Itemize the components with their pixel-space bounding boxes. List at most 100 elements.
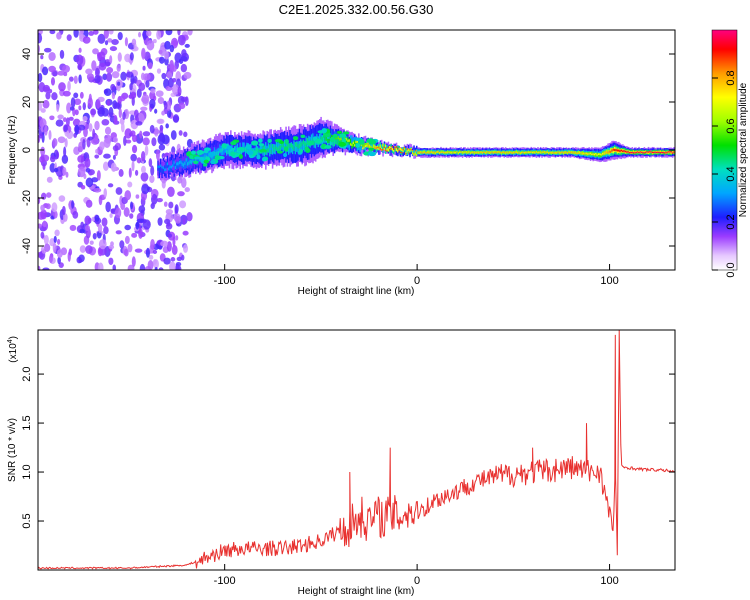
noise-blob xyxy=(96,52,102,58)
signal-cell xyxy=(160,164,162,167)
signal-cell xyxy=(375,146,378,154)
signal-cell xyxy=(596,154,599,156)
noise-blob xyxy=(116,64,121,72)
signal-cell xyxy=(468,151,471,153)
signal-cell xyxy=(560,151,562,153)
noise-blob xyxy=(138,205,146,214)
noise-blob xyxy=(170,130,177,140)
noise-blob xyxy=(140,172,149,182)
colorbar-tick-label: 0.8 xyxy=(725,70,737,85)
signal-cell xyxy=(471,152,473,154)
signal-cell xyxy=(593,153,596,156)
spectrogram-x-axis-title: Height of straight line (km) xyxy=(298,286,415,297)
signal-cell xyxy=(180,160,182,164)
signal-cell xyxy=(449,152,452,154)
signal-cell xyxy=(506,150,508,154)
noise-blob xyxy=(101,119,110,126)
signal-cell xyxy=(166,162,169,174)
signal-cell xyxy=(543,151,546,153)
noise-blob xyxy=(117,81,121,86)
signal-cell xyxy=(323,133,325,138)
signal-cell xyxy=(184,153,186,168)
signal-cell xyxy=(537,152,539,154)
noise-blob xyxy=(82,138,86,150)
noise-blob xyxy=(145,247,150,258)
signal-cell xyxy=(455,152,457,154)
signal-blob xyxy=(306,140,315,146)
noise-blob xyxy=(78,47,82,53)
signal-cell xyxy=(270,149,273,155)
signal-cell xyxy=(335,136,337,145)
noise-blob xyxy=(73,92,79,99)
signal-cell xyxy=(526,151,528,153)
noise-blob xyxy=(172,78,177,83)
signal-cell xyxy=(190,160,193,164)
noise-blob xyxy=(52,138,58,147)
signal-cell xyxy=(240,149,243,154)
signal-cell xyxy=(387,148,390,152)
noise-blob xyxy=(149,175,155,184)
noise-blob xyxy=(163,201,168,207)
noise-blob xyxy=(165,30,173,36)
signal-cell xyxy=(670,151,673,153)
signal-cell xyxy=(188,161,190,165)
signal-blob xyxy=(251,140,259,146)
signal-cell xyxy=(600,153,603,156)
signal-cell xyxy=(581,151,584,155)
noise-blob xyxy=(164,218,171,225)
noise-blob xyxy=(77,124,86,131)
noise-blob xyxy=(184,43,190,48)
signal-cell xyxy=(467,150,469,154)
snr-x-tick-label: 0 xyxy=(414,575,420,587)
signal-cell xyxy=(430,151,433,153)
signal-cell xyxy=(463,150,465,154)
signal-cell xyxy=(164,168,166,172)
signal-cell xyxy=(517,152,519,154)
noise-blob xyxy=(158,144,166,151)
signal-cell xyxy=(374,147,376,149)
noise-blob xyxy=(108,106,114,118)
noise-blob xyxy=(74,124,79,136)
signal-cell xyxy=(170,165,173,173)
noise-blob xyxy=(174,204,179,214)
signal-blob xyxy=(321,127,328,134)
signal-cell xyxy=(386,148,388,152)
signal-blob xyxy=(193,160,199,165)
signal-cell xyxy=(192,158,194,163)
signal-cell xyxy=(426,150,429,154)
noise-blob xyxy=(156,30,162,40)
signal-cell xyxy=(425,152,427,154)
noise-blob xyxy=(138,228,143,239)
signal-cell xyxy=(562,151,565,155)
noise-blob xyxy=(131,232,138,238)
signal-cell xyxy=(172,164,174,168)
noise-blob xyxy=(174,216,182,224)
signal-cell xyxy=(663,150,666,154)
signal-cell xyxy=(413,153,415,155)
signal-cell xyxy=(565,151,568,153)
noise-blob xyxy=(62,167,67,176)
signal-cell xyxy=(534,150,537,154)
signal-cell xyxy=(473,151,476,155)
signal-cell xyxy=(613,148,616,152)
noise-blob xyxy=(98,195,103,206)
signal-cell xyxy=(242,142,244,152)
signal-cell xyxy=(203,151,205,161)
signal-cell xyxy=(486,150,488,154)
signal-blob xyxy=(368,151,377,157)
noise-blob xyxy=(150,88,156,94)
noise-blob xyxy=(43,234,49,245)
signal-cell xyxy=(588,153,590,155)
signal-cell xyxy=(620,149,623,152)
signal-cell xyxy=(368,144,371,147)
signal-cell xyxy=(453,150,456,154)
signal-cell xyxy=(383,143,386,150)
signal-cell xyxy=(278,145,281,150)
signal-cell xyxy=(599,153,601,155)
signal-cell xyxy=(359,143,361,152)
noise-blob xyxy=(138,82,146,91)
signal-cell xyxy=(429,152,431,154)
signal-cell xyxy=(659,152,662,154)
signal-cell xyxy=(646,151,648,155)
